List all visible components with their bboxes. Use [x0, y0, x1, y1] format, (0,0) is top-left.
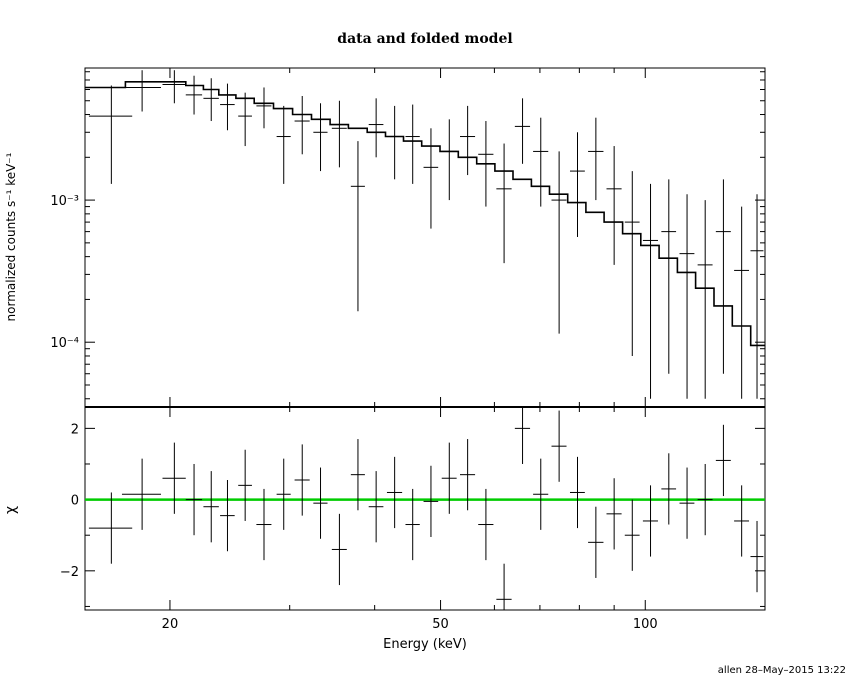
data-point — [715, 179, 731, 374]
y-tick-label: 10⁻⁴ — [50, 336, 79, 351]
timestamp-footer: allen 28–May–2015 13:22 — [717, 665, 846, 676]
data-point — [185, 75, 203, 115]
model-step-line — [85, 81, 765, 347]
residual-point — [220, 480, 235, 552]
residual-point — [313, 467, 328, 539]
y-tick-label: 0 — [71, 494, 79, 509]
data-point — [661, 179, 677, 374]
data-point — [121, 70, 161, 112]
residual-point — [423, 465, 439, 537]
residual-point — [734, 485, 750, 557]
data-point — [679, 194, 695, 399]
residual-point — [478, 488, 494, 561]
data-point — [331, 100, 347, 168]
residual-point — [386, 456, 403, 529]
residual-point — [405, 488, 420, 561]
spectrum-panel: 10⁻³ 10⁻⁴ — [50, 67, 766, 408]
residual-point — [715, 424, 731, 497]
residual-point — [203, 471, 219, 543]
data-point — [294, 96, 310, 155]
y-tick-label: 10⁻³ — [50, 194, 79, 209]
data-point — [88, 85, 133, 184]
residual-point — [750, 520, 764, 593]
residual-point — [496, 563, 512, 610]
data-point — [405, 104, 420, 184]
residual-point — [459, 439, 476, 511]
residual-point — [256, 488, 272, 561]
residual-point — [276, 458, 291, 530]
residual-point — [514, 407, 531, 464]
y-tick-label: −2 — [60, 565, 79, 580]
data-point — [588, 117, 604, 201]
chart-title: data and folded model — [337, 31, 512, 47]
data-point — [162, 70, 186, 104]
x-tick-label: 100 — [633, 617, 658, 632]
residual-point — [162, 442, 186, 514]
x-tick-label: 20 — [162, 617, 179, 632]
residual-point — [642, 485, 658, 557]
data-point — [313, 103, 328, 172]
y-axis-label-spectrum: normalized counts s⁻¹ keV⁻¹ — [4, 152, 18, 321]
residuals-frame — [84, 406, 766, 611]
data-point — [697, 200, 713, 399]
data-point — [514, 98, 531, 164]
data-point — [220, 83, 235, 131]
residual-point — [679, 467, 695, 539]
data-point — [238, 92, 252, 147]
residual-point — [661, 453, 677, 525]
y-tick-label: 2 — [71, 422, 79, 437]
residual-point — [551, 410, 567, 482]
residual-point — [350, 439, 365, 511]
data-point — [350, 141, 365, 312]
residual-point — [606, 478, 622, 550]
residual-point — [441, 442, 457, 514]
residual-point — [238, 449, 252, 521]
data-point — [256, 87, 272, 129]
data-point — [203, 78, 219, 122]
residual-point — [533, 458, 549, 530]
data-point — [423, 128, 439, 229]
y-axis-label-residuals: χ — [3, 506, 19, 514]
residual-point — [88, 492, 133, 564]
data-point — [551, 151, 567, 334]
spectrum-frame — [84, 67, 766, 408]
residual-point — [121, 458, 161, 530]
data-point — [642, 183, 658, 399]
residual-point — [624, 499, 640, 571]
residual-point — [185, 463, 203, 536]
data-point — [441, 119, 457, 201]
data-point — [606, 146, 622, 265]
residual-point — [368, 471, 384, 543]
data-point — [750, 194, 764, 399]
data-point — [386, 105, 403, 180]
data-point — [459, 105, 476, 176]
data-point — [478, 121, 494, 207]
data-point — [569, 132, 585, 237]
data-point — [533, 117, 549, 207]
data-point — [734, 206, 750, 399]
x-axis-label: Energy (keV) — [383, 637, 467, 652]
x-tick-label: 50 — [432, 617, 449, 632]
residual-point — [294, 444, 310, 516]
residual-point — [588, 506, 604, 578]
residual-point — [569, 456, 585, 529]
residual-point — [331, 513, 347, 586]
data-point — [368, 98, 384, 158]
data-point — [624, 171, 640, 356]
data-point — [496, 143, 512, 264]
data-point — [276, 105, 291, 184]
residual-point — [697, 463, 713, 536]
